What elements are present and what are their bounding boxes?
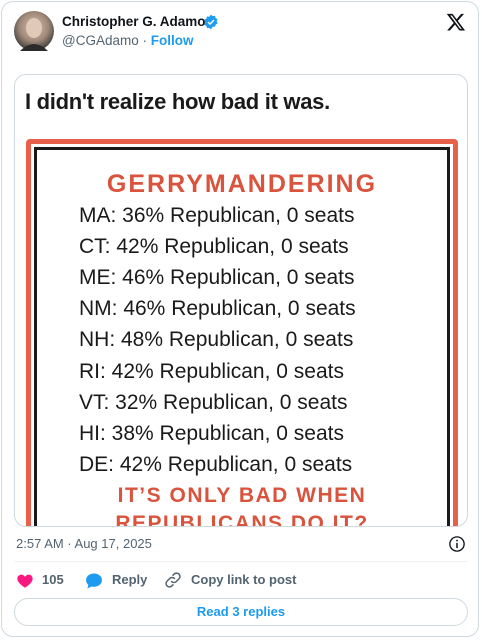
reply-icon[interactable] xyxy=(84,571,104,591)
separator: · xyxy=(142,33,148,48)
follow-link[interactable]: Follow xyxy=(150,33,194,48)
image-caption: I didn't realize how bad it was. xyxy=(25,89,330,114)
handle[interactable]: @CGAdamo xyxy=(62,33,139,48)
image-footer: REPUBLICANS DO IT? xyxy=(115,512,369,527)
state-line: NM: 46% Republican, 0 seats xyxy=(79,297,356,321)
timestamp[interactable]: 2:57 AM · Aug 17, 2025 xyxy=(16,536,152,551)
heart-icon[interactable] xyxy=(16,572,34,590)
state-line: VT: 32% Republican, 0 seats xyxy=(79,390,348,414)
handle-row: @CGAdamo · Follow xyxy=(62,33,194,48)
reply-action[interactable]: Reply xyxy=(112,572,148,587)
media-card[interactable]: I didn't realize how bad it was. GERRYMA… xyxy=(14,74,468,527)
state-line: CT: 42% Republican, 0 seats xyxy=(79,235,349,259)
state-line: NH: 48% Republican, 0 seats xyxy=(79,328,354,352)
read-replies-button[interactable]: Read 3 replies xyxy=(14,598,468,626)
author-name[interactable]: Christopher G. Adamo xyxy=(62,14,206,29)
like-count[interactable]: 105 xyxy=(42,572,64,587)
image-footer: IT’S ONLY BAD WHEN xyxy=(117,484,367,507)
state-line: MA: 36% Republican, 0 seats xyxy=(79,204,355,227)
state-line: DE: 42% Republican, 0 seats xyxy=(79,452,353,476)
link-icon[interactable] xyxy=(164,571,182,589)
red-frame: GERRYMANDERING MA: 36% Republican, 0 sea… xyxy=(26,139,458,527)
info-icon[interactable] xyxy=(448,535,466,553)
state-line: HI: 38% Republican, 0 seats xyxy=(79,421,344,445)
inner-frame: GERRYMANDERING MA: 36% Republican, 0 sea… xyxy=(34,147,450,527)
state-line: RI: 42% Republican, 0 seats xyxy=(79,359,344,383)
x-logo[interactable] xyxy=(446,12,466,32)
state-line: ME: 46% Republican, 0 seats xyxy=(79,266,355,290)
copy-link[interactable]: Copy link to post xyxy=(191,572,297,587)
divider xyxy=(14,561,468,562)
image-title: GERRYMANDERING xyxy=(106,170,378,198)
verified-badge xyxy=(204,14,218,30)
avatar[interactable] xyxy=(14,11,54,51)
